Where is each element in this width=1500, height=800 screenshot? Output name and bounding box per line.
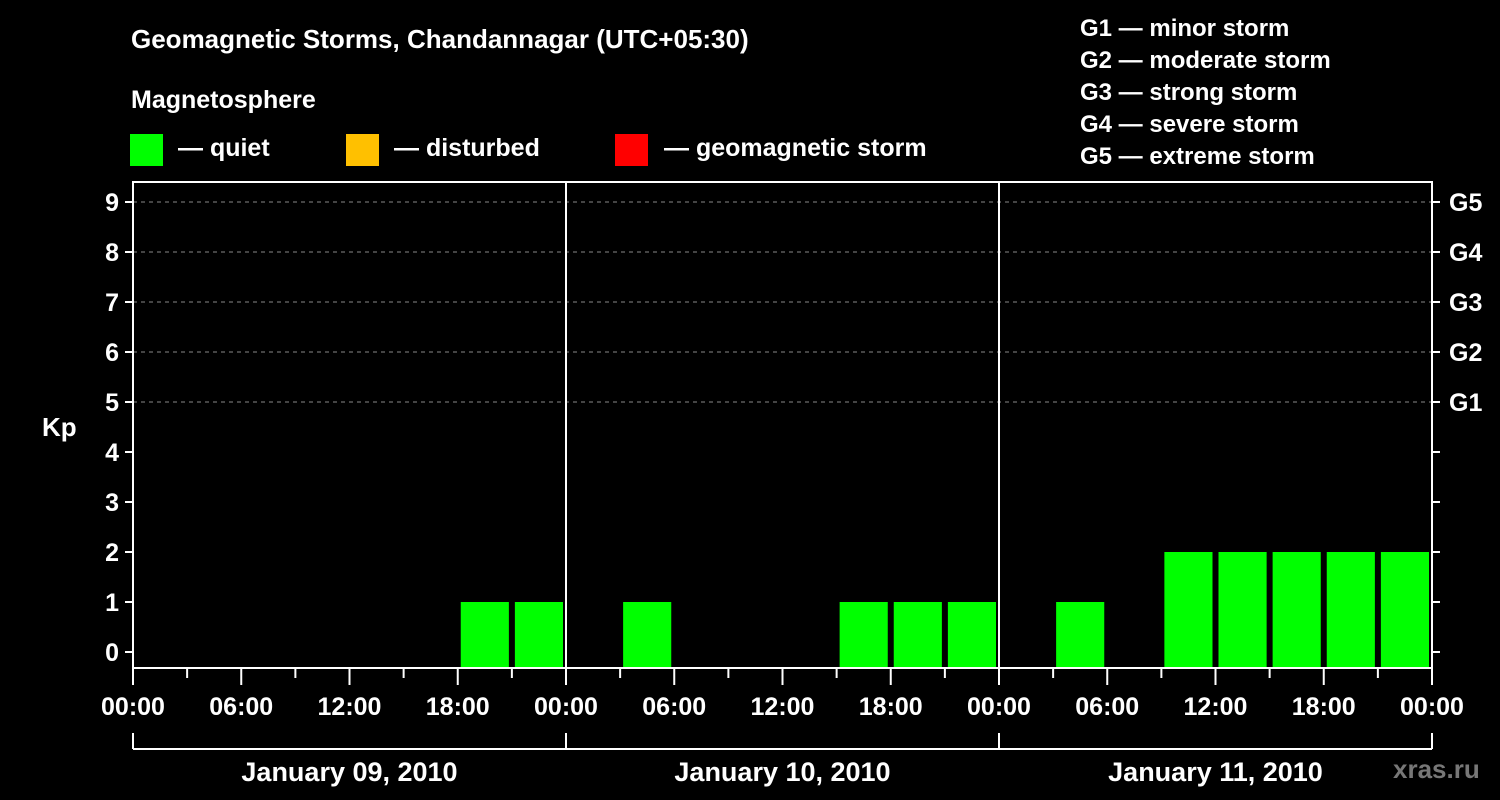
day-label: January 11, 2010: [1108, 757, 1323, 787]
x-tick-label: 00:00: [534, 693, 598, 721]
y-tick-label: 1: [105, 589, 119, 617]
g-scale-item: G3 — strong storm: [1080, 79, 1298, 106]
g-tick-label: G3: [1449, 289, 1482, 317]
g-tick-label: G2: [1449, 339, 1482, 367]
magnetosphere-label: Magnetosphere: [131, 86, 316, 114]
day-label: January 10, 2010: [674, 757, 890, 787]
kp-bar: [1218, 552, 1267, 667]
kp-bar: [514, 602, 563, 667]
kp-bar: [893, 602, 942, 667]
kp-bar: [1056, 602, 1105, 667]
kp-bar: [947, 602, 996, 667]
legend-swatch-quiet: [130, 134, 163, 166]
y-tick-label: 2: [105, 539, 119, 567]
x-tick-label: 06:00: [209, 693, 273, 721]
g-tick-label: G5: [1449, 189, 1482, 217]
kp-bar: [460, 602, 509, 667]
kp-bar: [1326, 552, 1375, 667]
x-tick-label: 06:00: [642, 693, 706, 721]
x-tick-label: 12:00: [751, 693, 815, 721]
x-tick-label: 00:00: [1400, 693, 1464, 721]
x-tick-label: 00:00: [967, 693, 1031, 721]
chart-title: Geomagnetic Storms, Chandannagar (UTC+05…: [131, 24, 749, 54]
y-tick-label: 9: [105, 189, 119, 217]
y-tick-label: 4: [105, 439, 119, 467]
g-scale-item: G4 — severe storm: [1080, 111, 1299, 138]
kp-bar-partial: [1415, 602, 1427, 667]
legend-swatch-disturbed: [346, 134, 379, 166]
x-tick-label: 18:00: [426, 693, 490, 721]
x-tick-label: 06:00: [1075, 693, 1139, 721]
x-tick-label: 18:00: [1292, 693, 1356, 721]
y-axis-label: Kp: [42, 412, 77, 442]
y-tick-label: 0: [105, 639, 119, 667]
y-tick-label: 7: [105, 289, 119, 317]
y-tick-label: 5: [105, 389, 119, 417]
x-tick-label: 12:00: [318, 693, 382, 721]
y-tick-label: 6: [105, 339, 119, 367]
legend-swatch-storm: [615, 134, 648, 166]
g-tick-label: G1: [1449, 389, 1482, 417]
g-scale-item: G2 — moderate storm: [1080, 47, 1331, 74]
watermark: xras.ru: [1393, 754, 1480, 784]
legend-label-disturbed: — disturbed: [394, 134, 540, 162]
g-tick-label: G4: [1449, 239, 1482, 267]
legend-label-quiet: — quiet: [178, 134, 270, 162]
day-label: January 09, 2010: [241, 757, 457, 787]
kp-bar: [623, 602, 672, 667]
y-tick-label: 3: [105, 489, 119, 517]
x-tick-label: 00:00: [101, 693, 165, 721]
g-scale-item: G1 — minor storm: [1080, 15, 1290, 42]
kp-bar: [839, 602, 888, 667]
legend-label-storm: — geomagnetic storm: [664, 134, 927, 162]
g-scale-item: G5 — extreme storm: [1080, 143, 1315, 170]
x-tick-label: 12:00: [1184, 693, 1248, 721]
x-tick-label: 18:00: [859, 693, 923, 721]
kp-bar: [1164, 552, 1213, 667]
kp-bar: [1272, 552, 1321, 667]
y-tick-label: 8: [105, 239, 119, 267]
